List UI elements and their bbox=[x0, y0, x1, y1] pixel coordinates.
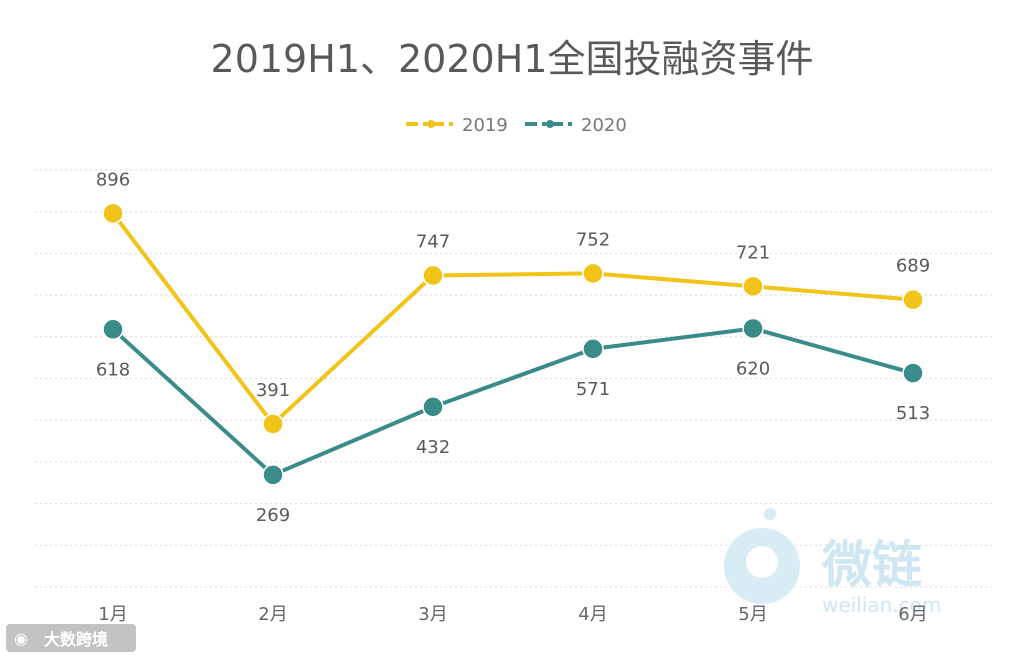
watermark-subtext: weilian.com bbox=[822, 593, 941, 617]
data-label-2020: 513 bbox=[896, 403, 930, 424]
legend-marker bbox=[546, 120, 554, 128]
chart-title: 2019H1、2020H1全国投融资事件 bbox=[211, 37, 814, 81]
x-axis: 1月 2月 3月 4月 5月 6月 bbox=[98, 604, 927, 625]
data-point-2020 bbox=[742, 317, 764, 340]
x-tick-label: 3月 bbox=[418, 604, 447, 625]
x-tick-label: 2月 bbox=[258, 604, 287, 625]
data-point-2020 bbox=[582, 338, 604, 360]
data-label-2020: 618 bbox=[96, 359, 130, 380]
x-tick-label: 5月 bbox=[738, 604, 767, 625]
data-point-2019 bbox=[422, 264, 444, 287]
data-point-2019 bbox=[742, 275, 764, 298]
data-point-2020 bbox=[422, 396, 444, 418]
legend-marker bbox=[427, 120, 435, 128]
watermark-logo: 微链 weilian.com bbox=[724, 508, 941, 617]
data-label-2020: 571 bbox=[576, 379, 610, 400]
legend: 2019 2020 bbox=[406, 115, 627, 136]
data-label-2020: 269 bbox=[256, 505, 290, 526]
x-tick-label: 6月 bbox=[898, 604, 927, 625]
data-point-2020 bbox=[102, 318, 124, 341]
watermark-text: 微链 bbox=[821, 536, 922, 594]
data-point-2020 bbox=[902, 362, 924, 384]
legend-label: 2020 bbox=[581, 115, 627, 136]
data-point-2019 bbox=[262, 413, 284, 435]
data-label-2020: 620 bbox=[736, 358, 770, 379]
legend-label: 2019 bbox=[462, 115, 508, 136]
data-label-2019: 896 bbox=[96, 169, 130, 190]
data-label-2019: 391 bbox=[256, 380, 290, 401]
data-label-2019: 689 bbox=[896, 256, 930, 277]
x-tick-label: 4月 bbox=[578, 604, 607, 625]
data-label-2020: 432 bbox=[416, 437, 450, 458]
data-point-2019 bbox=[902, 288, 924, 311]
data-point-2019 bbox=[102, 202, 124, 225]
source-mark-text: 大数跨境 bbox=[44, 630, 108, 649]
data-label-2019: 752 bbox=[576, 229, 610, 250]
x-tick-label: 1月 bbox=[98, 604, 127, 625]
series-line-2020 bbox=[111, 326, 914, 477]
source-mark: ◉ 大数跨境 bbox=[6, 624, 136, 652]
data-point-2019 bbox=[582, 262, 604, 285]
data-labels: 896 391 747 752 721 689 618 269 432 571 620 513 bbox=[96, 169, 930, 525]
data-label-2019: 747 bbox=[416, 232, 450, 253]
series-layer bbox=[102, 202, 924, 486]
weibo-icon: ◉ bbox=[14, 629, 28, 648]
data-point-2020 bbox=[262, 464, 284, 486]
series-line-2019 bbox=[111, 212, 914, 426]
data-label-2019: 721 bbox=[736, 242, 770, 263]
